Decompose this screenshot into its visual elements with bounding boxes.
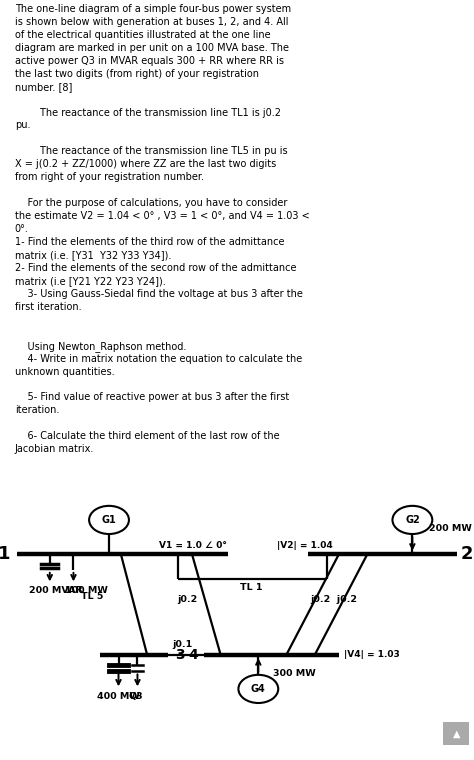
- Text: G2: G2: [405, 515, 420, 525]
- Text: 2- Find the elements of the second row of the admittance: 2- Find the elements of the second row o…: [15, 263, 296, 273]
- Text: j0.2: j0.2: [177, 595, 197, 604]
- Text: first iteration.: first iteration.: [15, 302, 81, 312]
- Text: 3: 3: [175, 648, 185, 662]
- Text: 200 MW: 200 MW: [429, 524, 472, 534]
- Text: G4: G4: [251, 684, 266, 694]
- Text: matrix (i.e [Y21 Y22 Y23 Y24]).: matrix (i.e [Y21 Y22 Y23 Y24]).: [15, 276, 165, 286]
- FancyBboxPatch shape: [443, 722, 469, 746]
- Text: j0.1: j0.1: [173, 640, 192, 649]
- Text: |V2| = 1.04: |V2| = 1.04: [277, 541, 333, 550]
- Text: 2: 2: [461, 545, 473, 563]
- Text: |V4| = 1.03: |V4| = 1.03: [344, 651, 400, 659]
- Text: 3- Using Gauss-Siedal find the voltage at bus 3 after the: 3- Using Gauss-Siedal find the voltage a…: [15, 289, 302, 299]
- Text: Q3: Q3: [129, 692, 144, 701]
- Text: ▲: ▲: [453, 729, 460, 739]
- Text: Using Newton_Raphson method.: Using Newton_Raphson method.: [15, 340, 186, 352]
- Text: The reactance of the transmission line TL1 is j0.2: The reactance of the transmission line T…: [15, 107, 281, 118]
- Text: is shown below with generation at buses 1, 2, and 4. All: is shown below with generation at buses …: [15, 17, 288, 27]
- Text: TL 5: TL 5: [81, 591, 104, 600]
- Text: from right of your registration number.: from right of your registration number.: [15, 173, 204, 182]
- Text: matrix (i.e. [Y31  Y32 Y33 Y34]).: matrix (i.e. [Y31 Y32 Y33 Y34]).: [15, 250, 171, 260]
- Text: the estimate V2 = 1.04 < 0° , V3 = 1 < 0°, and V4 = 1.03 <: the estimate V2 = 1.04 < 0° , V3 = 1 < 0…: [15, 211, 310, 221]
- Text: 6- Calculate the third element of the last row of the: 6- Calculate the third element of the la…: [15, 432, 279, 442]
- Text: iteration.: iteration.: [15, 405, 59, 416]
- Text: V1 = 1.0 ∠ 0°: V1 = 1.0 ∠ 0°: [159, 541, 227, 550]
- Text: TL 1: TL 1: [240, 584, 263, 592]
- Text: The one-line diagram of a simple four-bus power system: The one-line diagram of a simple four-bu…: [15, 4, 291, 14]
- Text: For the purpose of calculations, you have to consider: For the purpose of calculations, you hav…: [15, 198, 287, 208]
- Text: 1- Find the elements of the third row of the admittance: 1- Find the elements of the third row of…: [15, 237, 284, 247]
- Text: 100 MW: 100 MW: [65, 586, 108, 595]
- Text: 400 MW: 400 MW: [97, 692, 140, 701]
- Text: 300 MW: 300 MW: [273, 669, 315, 678]
- Text: X = j(0.2 + ZZ/1000) where ZZ are the last two digits: X = j(0.2 + ZZ/1000) where ZZ are the la…: [15, 160, 276, 169]
- Text: diagram are marked in per unit on a 100 MVA base. The: diagram are marked in per unit on a 100 …: [15, 43, 289, 52]
- Text: The reactance of the transmission line TL5 in pu is: The reactance of the transmission line T…: [15, 147, 287, 157]
- Text: 0°.: 0°.: [15, 224, 28, 234]
- Text: of the electrical quantities illustrated at the one line: of the electrical quantities illustrated…: [15, 30, 270, 40]
- Text: 4- Write in matrix notation the equation to calculate the: 4- Write in matrix notation the equation…: [15, 353, 302, 363]
- Text: 5- Find value of reactive power at bus 3 after the first: 5- Find value of reactive power at bus 3…: [15, 392, 289, 403]
- Text: 4: 4: [188, 648, 198, 662]
- Text: 200 MVAR: 200 MVAR: [29, 586, 83, 595]
- Text: 1: 1: [0, 545, 10, 563]
- Text: unknown quantities.: unknown quantities.: [15, 366, 114, 376]
- Text: active power Q3 in MVAR equals 300 + RR where RR is: active power Q3 in MVAR equals 300 + RR …: [15, 55, 283, 65]
- Text: the last two digits (from right) of your registration: the last two digits (from right) of your…: [15, 68, 259, 78]
- Text: pu.: pu.: [15, 120, 30, 131]
- Text: number. [8]: number. [8]: [15, 81, 72, 92]
- Text: j0.2  j0.2: j0.2 j0.2: [310, 595, 357, 604]
- Text: G1: G1: [101, 515, 117, 525]
- Text: Jacobian matrix.: Jacobian matrix.: [15, 445, 94, 454]
